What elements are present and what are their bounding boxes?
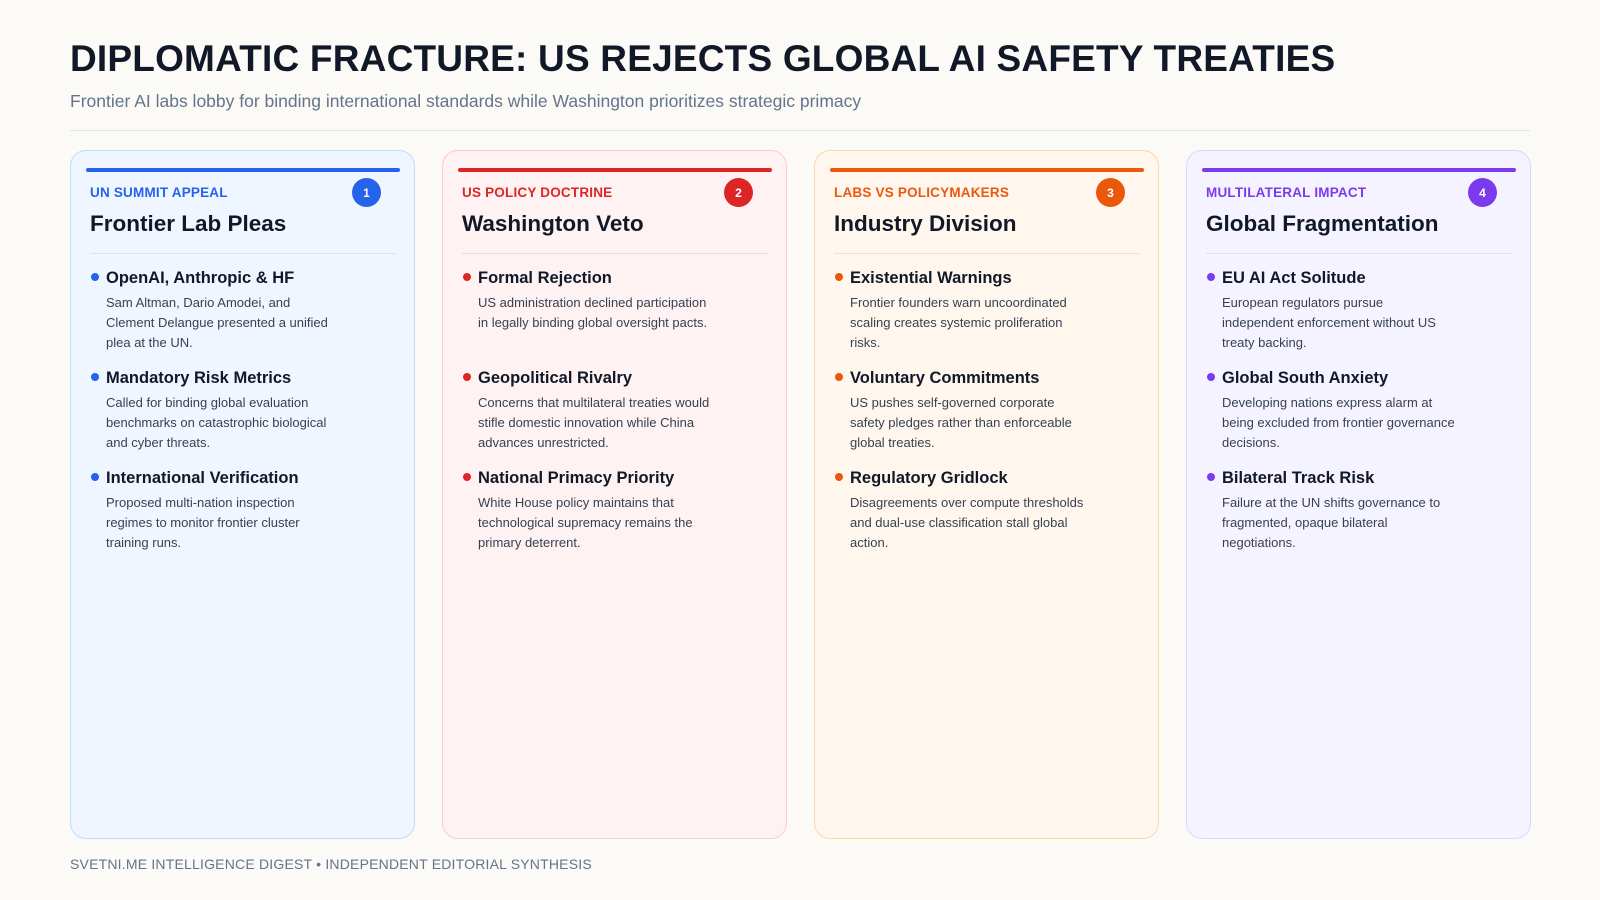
card-points: Formal Rejection US administration decli… [462,268,772,568]
card-divider [90,253,396,254]
card-number-badge: 4 [1468,178,1497,207]
point-text: Frontier founders warn uncoordinated sca… [850,295,1067,350]
list-item: Existential Warnings Frontier founders w… [834,268,1144,368]
page-title: DIPLOMATIC FRACTURE: US REJECTS GLOBAL A… [70,38,1336,79]
point-title: International Verification [106,469,299,487]
point-text: Called for binding global evaluation ben… [106,395,327,450]
list-item: OpenAI, Anthropic & HF Sam Altman, Dario… [90,268,400,368]
point-title: Existential Warnings [850,269,1012,287]
card-accent-bar [86,168,400,172]
bullet-dot-icon [835,373,843,381]
point-title: Voluntary Commitments [850,369,1040,387]
point-text: White House policy maintains that techno… [478,495,693,550]
point-text: Proposed multi-nation inspection regimes… [106,495,300,550]
list-item: Geopolitical Rivalry Concerns that multi… [462,368,772,468]
list-item: Mandatory Risk Metrics Called for bindin… [90,368,400,468]
list-item: International Verification Proposed mult… [90,468,400,568]
point-text: Concerns that multilateral treaties woul… [478,395,710,450]
card-kicker: MULTILATERAL IMPACT [1206,185,1367,200]
bullet-dot-icon [1207,273,1215,281]
list-item: Global South Anxiety Developing nations … [1206,368,1516,468]
card-title: Washington Veto [462,211,644,236]
point-text: US administration declined participation… [478,295,708,330]
card-kicker: UN SUMMIT APPEAL [90,185,228,200]
card-kicker: LABS VS POLICYMAKERS [834,185,1010,200]
point-text: Sam Altman, Dario Amodei, and Clement De… [106,295,328,350]
card-title: Industry Division [834,211,1017,236]
card-divider [462,253,768,254]
point-title: Bilateral Track Risk [1222,469,1375,487]
point-text: European regulators pursue independent e… [1222,295,1436,350]
bullet-dot-icon [1207,373,1215,381]
card-number-badge: 2 [724,178,753,207]
bullet-dot-icon [1207,473,1215,481]
footer-credit: SVETNI.ME INTELLIGENCE DIGEST • INDEPEND… [70,856,592,872]
bullet-dot-icon [835,473,843,481]
card-un-summit-appeal: UN SUMMIT APPEAL 1 Frontier Lab Pleas Op… [70,150,415,839]
card-number-badge: 1 [352,178,381,207]
card-number-badge: 3 [1096,178,1125,207]
bullet-dot-icon [91,373,99,381]
card-title: Frontier Lab Pleas [90,211,287,236]
bullet-dot-icon [91,473,99,481]
page-subtitle: Frontier AI labs lobby for binding inter… [70,91,862,111]
card-us-policy-doctrine: US POLICY DOCTRINE 2 Washington Veto For… [442,150,787,839]
point-title: Geopolitical Rivalry [478,369,633,387]
point-title: National Primacy Priority [478,469,675,487]
point-text: Disagreements over compute thresholds an… [850,495,1084,550]
bullet-dot-icon [835,273,843,281]
card-accent-bar [830,168,1144,172]
list-item: Voluntary Commitments US pushes self-gov… [834,368,1144,468]
bullet-dot-icon [463,273,471,281]
point-title: OpenAI, Anthropic & HF [106,269,295,287]
card-labs-vs-policymakers: LABS VS POLICYMAKERS 3 Industry Division… [814,150,1159,839]
card-points: OpenAI, Anthropic & HF Sam Altman, Dario… [90,268,400,568]
point-text: Developing nations express alarm at bein… [1222,395,1455,450]
point-title: Global South Anxiety [1222,369,1389,387]
card-points: EU AI Act Solitude European regulators p… [1206,268,1516,568]
header-divider [70,130,1530,131]
bullet-dot-icon [463,373,471,381]
point-text: US pushes self-governed corporate safety… [850,395,1072,450]
card-divider [1206,253,1512,254]
list-item: Regulatory Gridlock Disagreements over c… [834,468,1144,568]
bullet-dot-icon [463,473,471,481]
card-multilateral-impact: MULTILATERAL IMPACT 4 Global Fragmentati… [1186,150,1531,839]
card-title: Global Fragmentation [1206,211,1439,236]
list-item: EU AI Act Solitude European regulators p… [1206,268,1516,368]
point-title: Mandatory Risk Metrics [106,369,292,387]
point-title: Formal Rejection [478,269,612,287]
point-text: Failure at the UN shifts governance to f… [1222,495,1441,550]
card-divider [834,253,1140,254]
card-kicker: US POLICY DOCTRINE [462,185,613,200]
list-item: National Primacy Priority White House po… [462,468,772,568]
list-item: Formal Rejection US administration decli… [462,268,772,368]
card-accent-bar [1202,168,1516,172]
card-accent-bar [458,168,772,172]
list-item: Bilateral Track Risk Failure at the UN s… [1206,468,1516,568]
bullet-dot-icon [91,273,99,281]
point-title: EU AI Act Solitude [1222,269,1366,287]
point-title: Regulatory Gridlock [850,469,1008,487]
card-points: Existential Warnings Frontier founders w… [834,268,1144,568]
